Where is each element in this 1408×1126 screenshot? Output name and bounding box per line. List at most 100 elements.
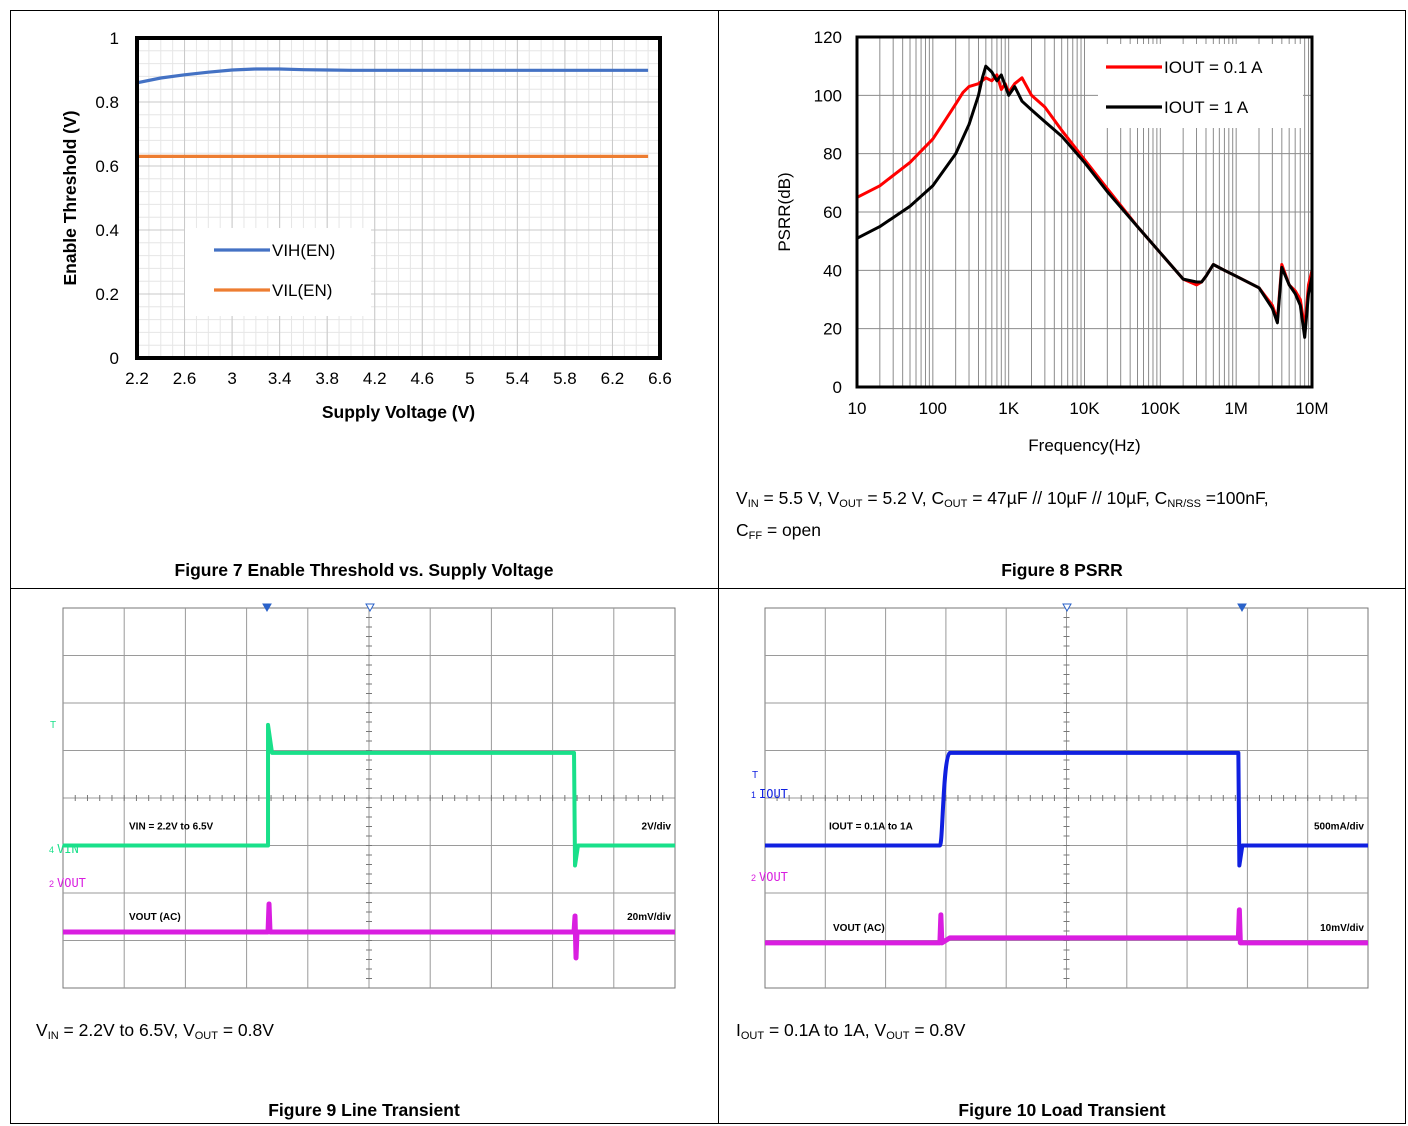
- cond-text: = 47µF // 10µF // 10µF, C: [967, 488, 1168, 508]
- y-axis-label: Enable Threshold (V): [60, 110, 80, 285]
- y-tick-label: 1: [110, 29, 119, 48]
- channel-name-marker: VIN: [57, 842, 79, 856]
- channel-scale: 10mV/div: [1320, 923, 1364, 934]
- channel-scale: 2V/div: [642, 822, 672, 833]
- x-tick-label: 5.8: [553, 369, 577, 388]
- y-tick-label: 0: [833, 378, 842, 397]
- channel-label: VOUT (AC): [833, 923, 885, 934]
- x-axis-label: Frequency(Hz): [1028, 436, 1140, 455]
- y-tick-label: 0.8: [95, 93, 119, 112]
- channel-scale: 20mV/div: [627, 912, 671, 923]
- y-tick-label: 0.4: [95, 221, 119, 240]
- cond-text: V: [736, 488, 748, 508]
- channel-name-marker: IOUT: [759, 787, 788, 801]
- x-tick-label: 100K: [1140, 399, 1180, 418]
- channel-label: VOUT (AC): [129, 912, 181, 923]
- cond-text: = 5.5 V, V: [758, 488, 840, 508]
- channel-trace-VOUT: [765, 907, 1368, 946]
- fig10-conditions: IOUT = 0.1A to 1A, VOUT = 0.8V: [736, 1020, 965, 1042]
- y-tick-label: 100: [814, 86, 842, 105]
- channel-name-marker: VOUT: [57, 876, 86, 890]
- x-tick-label: 6.2: [601, 369, 625, 388]
- x-tick-label: 5: [465, 369, 474, 388]
- cond-sub: OUT: [194, 1030, 218, 1042]
- cond-text: =100nF,: [1200, 488, 1269, 508]
- cond-sub: OUT: [839, 498, 863, 510]
- x-tick-label: 10: [848, 399, 867, 418]
- cond-text: V: [36, 1020, 48, 1040]
- channel-scale: 500mA/div: [1314, 822, 1364, 833]
- x-tick-label: 5.4: [506, 369, 530, 388]
- y-tick-label: 0.6: [95, 157, 119, 176]
- fig7-chart: 2.2 2.6 3 3.4 3.8 4.2 4.6 5 5.4 5.8 6.2 6.6 0 0.2 0.4 0…: [60, 29, 672, 422]
- legend-label: VIL(EN): [272, 281, 332, 300]
- legend-label: IOUT = 0.1 A: [1164, 58, 1263, 77]
- cond-text: = open: [762, 520, 821, 540]
- channel-number-marker: 2: [49, 879, 54, 889]
- channel-name-marker: VOUT: [759, 870, 788, 884]
- x-tick-label: 3: [227, 369, 236, 388]
- trigger-position-marker: [262, 603, 272, 613]
- x-tick-label: 4.2: [363, 369, 387, 388]
- x-tick-label: 10K: [1069, 399, 1100, 418]
- cond-text: = 0.8V: [909, 1020, 966, 1040]
- cond-sub: OUT: [886, 1030, 910, 1042]
- trigger-level-marker: T: [50, 720, 56, 731]
- channel-trace-VIN: [63, 722, 675, 868]
- trigger-position-marker: [1062, 603, 1072, 613]
- channel-number-marker: 4: [49, 845, 54, 855]
- fig8-caption: Figure 8 PSRR: [1001, 560, 1123, 580]
- channel-number-marker: 2: [751, 873, 756, 883]
- cond-sub: FF: [748, 530, 763, 542]
- x-tick-label: 100: [919, 399, 947, 418]
- channel-trace-VOUT: [63, 901, 675, 961]
- x-tick-label: 4.6: [410, 369, 434, 388]
- grid-divider-vertical: [718, 10, 719, 1124]
- channel-trace-IOUT: [765, 750, 1368, 868]
- cond-text: C: [736, 520, 749, 540]
- trigger-position-marker: [1237, 603, 1247, 613]
- y-tick-label: 120: [814, 28, 842, 47]
- y-tick-label: 0.2: [95, 285, 119, 304]
- figure-grid-frame: [10, 10, 1406, 1124]
- cond-sub: OUT: [740, 1030, 765, 1042]
- channel-label: IOUT = 0.1A to 1A: [829, 822, 913, 833]
- cond-sub: IN: [747, 498, 759, 510]
- legend-box: [1098, 44, 1303, 128]
- y-tick-label: 0: [110, 349, 119, 368]
- trigger-level-marker: T: [752, 770, 758, 781]
- fig8-conditions-line1: VIN = 5.5 V, VOUT = 5.2 V, COUT = 47µF /…: [736, 488, 1269, 510]
- cond-text: = 2.2V to 6.5V, V: [58, 1020, 195, 1040]
- x-tick-label: 3.8: [315, 369, 339, 388]
- plot-frame: [135, 36, 662, 360]
- cond-sub: IN: [47, 1030, 59, 1042]
- channel-number-marker: 1: [751, 790, 756, 800]
- legend-label: IOUT = 1 A: [1164, 98, 1249, 117]
- plot-frame: [855, 35, 1314, 389]
- fig9-conditions: VIN = 2.2V to 6.5V, VOUT = 0.8V: [36, 1020, 274, 1042]
- fig8-conditions-line2: CFF = open: [736, 520, 821, 542]
- x-tick-label: 6.6: [648, 369, 672, 388]
- y-tick-label: 20: [823, 320, 842, 339]
- cond-text: = 5.2 V, C: [862, 488, 945, 508]
- fig7-caption: Figure 7 Enable Threshold vs. Supply Vol…: [174, 560, 554, 580]
- y-tick-label: 60: [823, 203, 842, 222]
- cond-sub: OUT: [944, 498, 968, 510]
- y-axis-label: PSRR(dB): [775, 172, 794, 251]
- trigger-position-marker: [365, 603, 375, 613]
- y-tick-label: 40: [823, 261, 842, 280]
- fig9-scope: VIN = 2.2V to 6.5V 2V/div VOUT (AC) 20mV/di…: [49, 603, 676, 989]
- series-line-VIH(EN): [136, 67, 649, 85]
- x-tick-label: 2.6: [173, 369, 197, 388]
- fig9-caption: Figure 9 Line Transient: [268, 1100, 460, 1120]
- y-tick-label: 80: [823, 145, 842, 164]
- grid-divider-horizontal: [10, 588, 1406, 589]
- x-tick-label: 2.2: [125, 369, 149, 388]
- x-tick-label: 3.4: [268, 369, 292, 388]
- cond-text: = 0.1A to 1A, V: [764, 1020, 887, 1040]
- x-tick-label: 1M: [1224, 399, 1248, 418]
- cond-text: I: [736, 1020, 741, 1040]
- channel-label: VIN = 2.2V to 6.5V: [129, 822, 214, 833]
- fig10-caption: Figure 10 Load Transient: [958, 1100, 1166, 1120]
